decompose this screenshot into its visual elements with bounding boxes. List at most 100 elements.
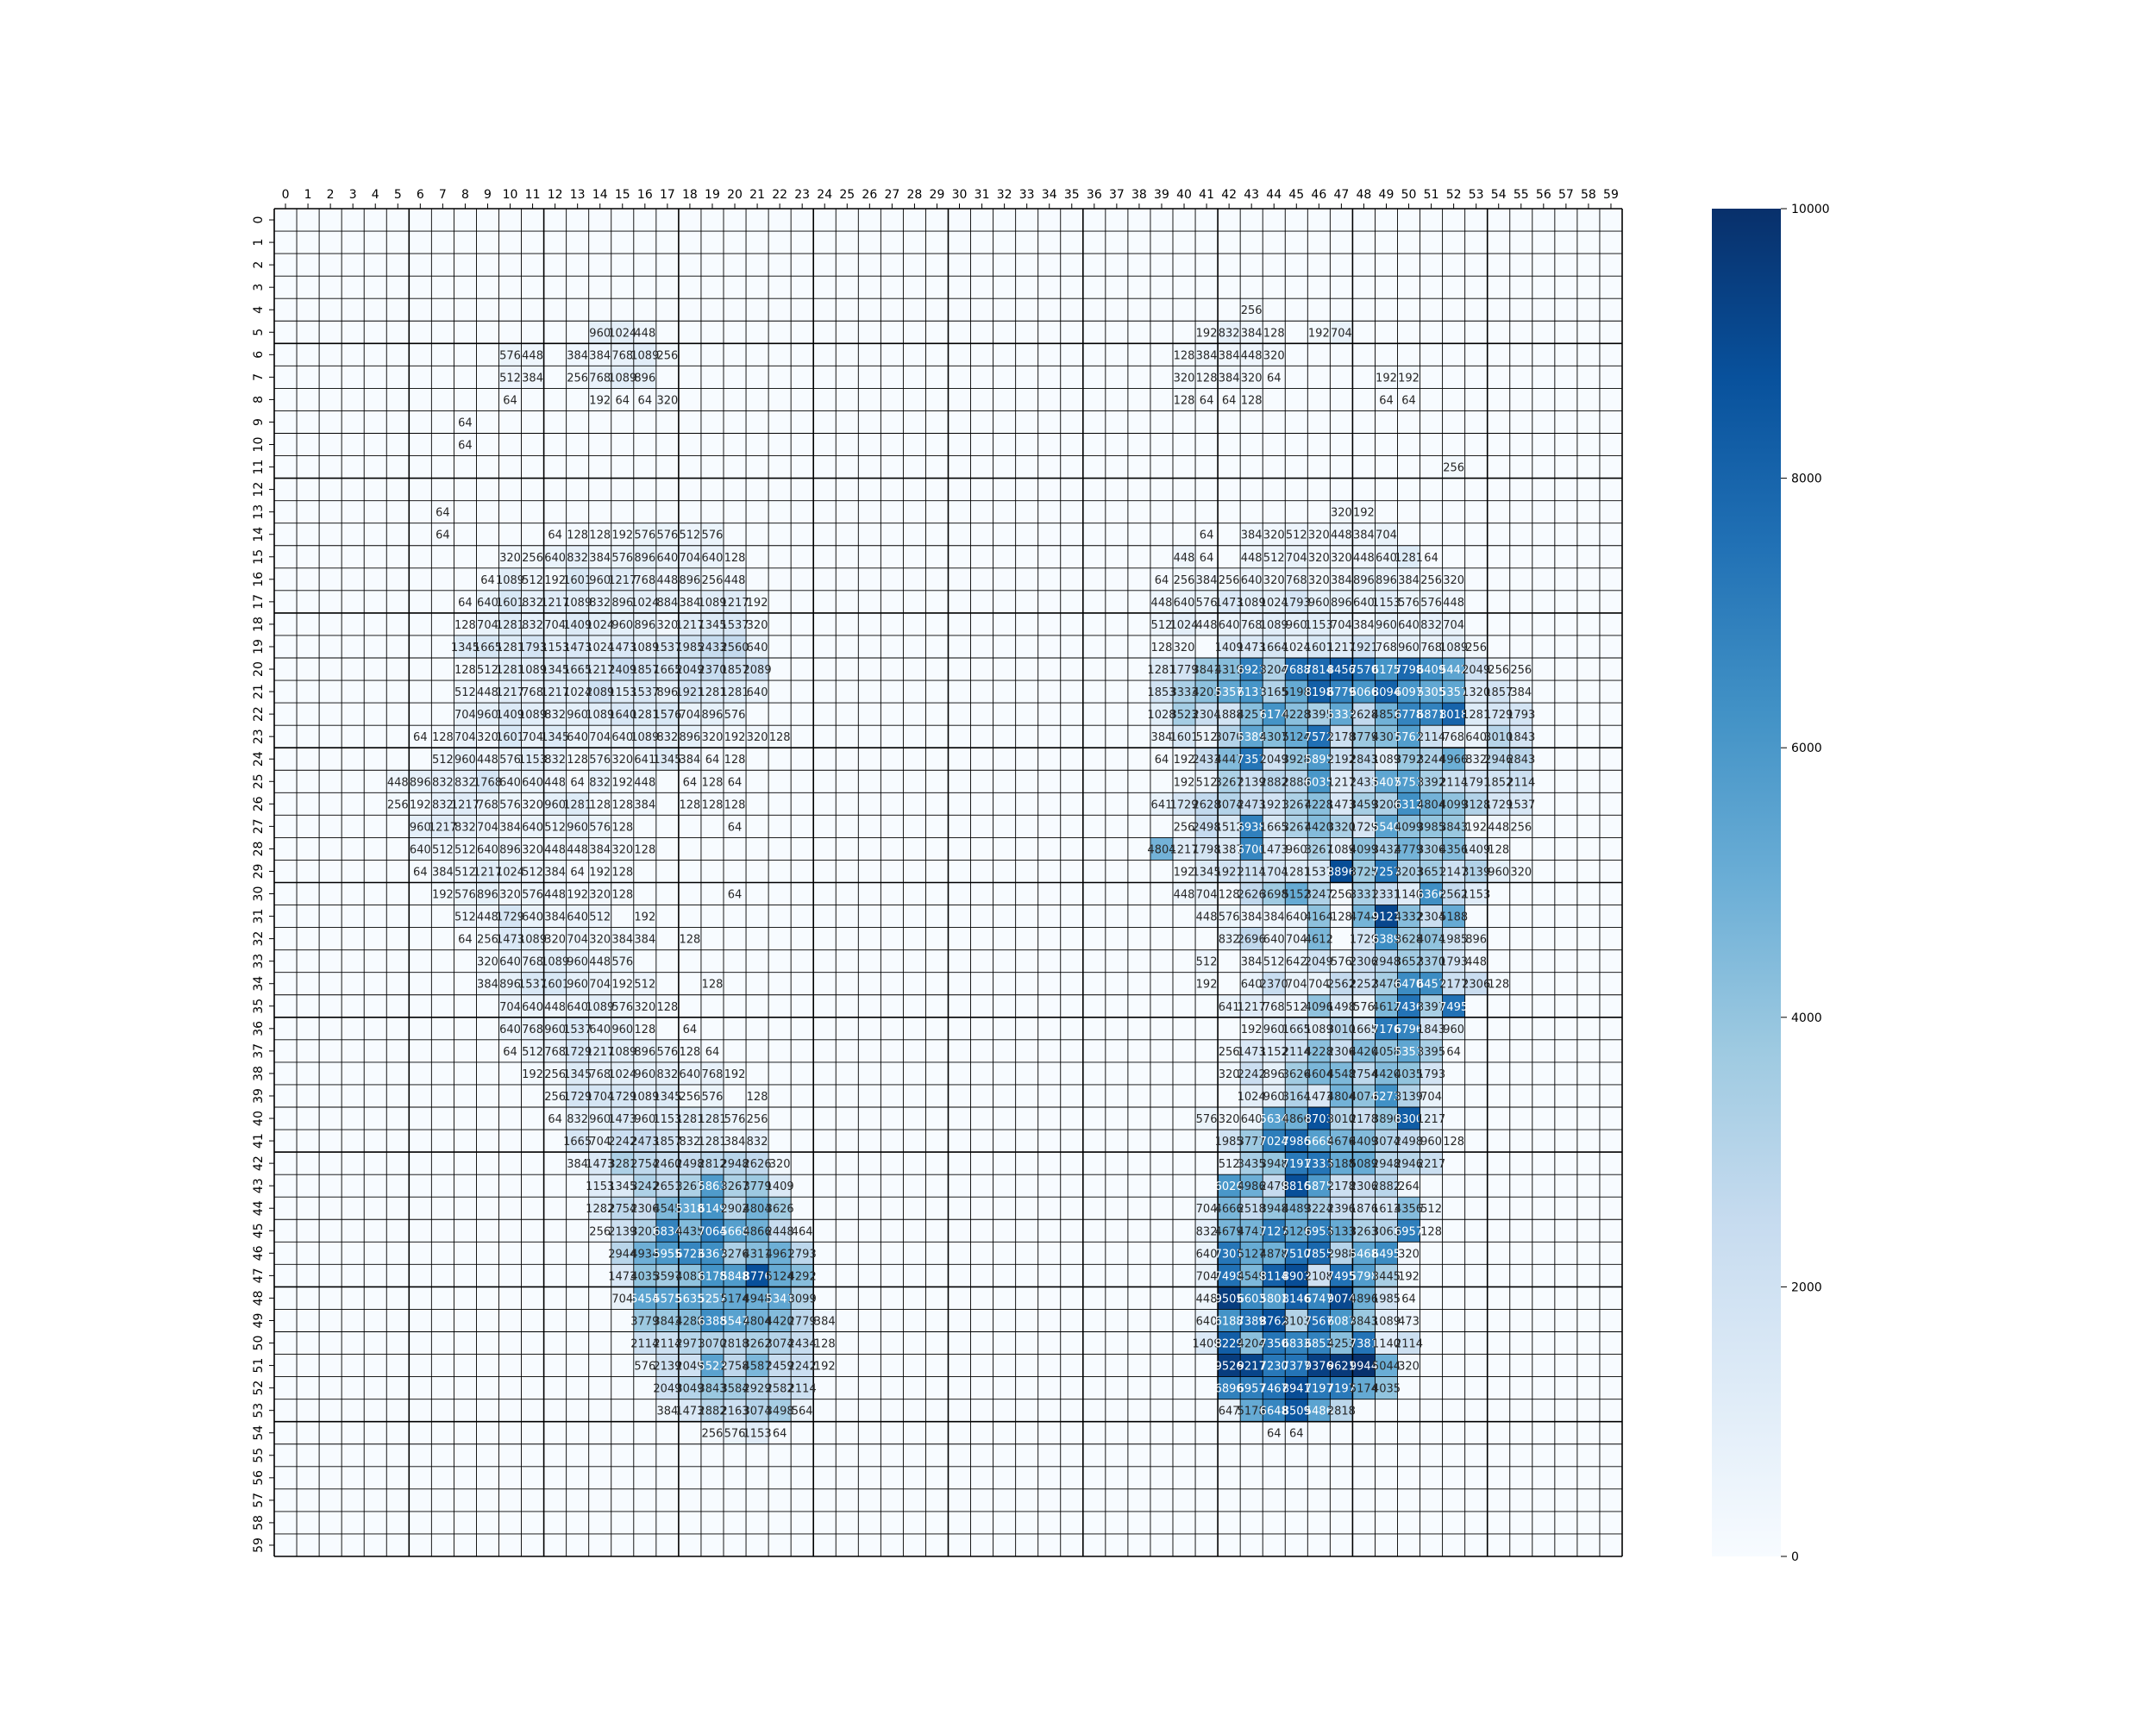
heatmap-cell (611, 321, 634, 344)
cell-value-label: 64 (503, 394, 517, 407)
cell-value-label: 256 (387, 798, 409, 811)
x-tick-label: 15 (615, 188, 630, 202)
cell-value-label: 832 (1420, 619, 1442, 632)
heatmap-cell (655, 567, 679, 591)
cell-value-label: 768 (477, 798, 498, 811)
heatmap-cell (588, 567, 611, 591)
x-tick-label: 23 (794, 188, 810, 202)
x-tick-label: 25 (839, 188, 855, 202)
cell-value-label: 512 (589, 911, 611, 924)
heatmap-cell (431, 770, 454, 793)
heatmap-cell (1218, 567, 1241, 591)
heatmap-cell (678, 748, 701, 771)
heatmap-cell (588, 703, 611, 726)
heatmap-cell (454, 433, 477, 456)
cell-value-label: 2049 (1462, 664, 1490, 677)
heatmap-cell (1307, 590, 1331, 613)
cell-value-label: 64 (1200, 529, 1214, 542)
heatmap-cell (1150, 567, 1173, 591)
cell-value-label: 128 (724, 754, 746, 767)
heatmap-cell (678, 523, 701, 546)
x-tick-label: 41 (1199, 188, 1214, 202)
cell-value-label: 564 (792, 1406, 813, 1418)
heatmap-cell (1218, 725, 1241, 748)
heatmap-cell (1375, 635, 1398, 658)
cell-value-label: 1089 (1372, 1315, 1401, 1328)
cell-value-label: 448 (724, 574, 746, 587)
cell-value-label: 704 (1196, 889, 1218, 902)
heatmap-cell (1218, 612, 1241, 635)
cell-value-label: 64 (458, 416, 473, 429)
cell-value-label: 1498 (1327, 1001, 1356, 1014)
heatmap-cell (1195, 590, 1219, 613)
heatmap-cell (1150, 725, 1173, 748)
cell-value-label: 896 (634, 552, 655, 565)
cell-value-label: 384 (1353, 529, 1375, 542)
cell-value-label: 64 (1267, 1428, 1282, 1441)
cell-value-label: 896 (1331, 597, 1352, 610)
cell-value-label: 320 (1331, 507, 1352, 520)
y-tick-label: 6 (252, 351, 266, 359)
cell-value-label: 704 (567, 934, 588, 947)
cell-value-label: 448 (1174, 889, 1195, 902)
cell-value-label: 128 (567, 754, 588, 767)
heatmap-cell (1397, 612, 1420, 635)
cell-value-label: 384 (814, 1315, 836, 1328)
heatmap-cell (1420, 567, 1443, 591)
heatmap-cell (611, 770, 634, 793)
cell-value-label: 640 (656, 552, 678, 565)
y-tick-label: 16 (252, 572, 266, 587)
cell-value-label: 768 (1286, 574, 1307, 587)
heatmap-cell (700, 635, 724, 658)
heatmap-cell (611, 748, 634, 771)
cell-value-label: 832 (589, 597, 611, 610)
heatmap-cell (1195, 725, 1219, 748)
heatmap-cell (724, 590, 747, 613)
heatmap-cell (498, 567, 522, 591)
cell-value-label: 1843 (1417, 1024, 1445, 1036)
cell-value-label: 3139 (1462, 866, 1490, 879)
heatmap-cell (700, 680, 724, 704)
heatmap-cell (611, 388, 634, 411)
cell-value-label: 192 (1174, 776, 1195, 789)
cell-value-label: 192 (1398, 1270, 1420, 1283)
cell-value-label: 192 (611, 776, 633, 789)
heatmap-cell (1352, 545, 1376, 568)
cell-value-label: 2434 (788, 1338, 817, 1351)
heatmap-cell (1150, 658, 1173, 681)
x-tick-label: 17 (660, 188, 675, 202)
cell-value-label: 1537 (563, 1024, 592, 1036)
cell-value-label: 1768 (473, 776, 502, 789)
x-tick-label: 28 (907, 188, 923, 202)
cell-value-label: 64 (705, 1046, 720, 1059)
cell-value-label: 320 (499, 889, 521, 902)
y-tick-label: 59 (252, 1537, 266, 1553)
heatmap-cell (588, 388, 611, 411)
cell-value-label: 320 (747, 731, 768, 744)
cell-value-label: 832 (522, 619, 543, 632)
cell-value-label: 2049 (1305, 956, 1333, 969)
cell-value-label: 1281 (698, 1136, 726, 1149)
cell-value-label: 3395 (1417, 1046, 1445, 1059)
cell-value-label: 640 (567, 911, 588, 924)
heatmap-cell (1352, 523, 1376, 546)
heatmap-cell (1150, 748, 1173, 771)
x-tick-label: 50 (1401, 188, 1417, 202)
heatmap-cell (1487, 703, 1510, 726)
heatmap-cell (1195, 658, 1219, 681)
cell-value-label: 192 (432, 889, 454, 902)
cell-value-label: 1089 (518, 934, 547, 947)
cell-value-label: 256 (522, 552, 543, 565)
heatmap-cell (1375, 388, 1398, 411)
heatmap-cell (611, 366, 634, 389)
heatmap-cell (1464, 635, 1488, 658)
heatmap-cell (1397, 635, 1420, 658)
y-tick-label: 54 (252, 1425, 266, 1441)
heatmap-gridlines (273, 208, 1623, 1557)
cell-value-label: 64 (728, 821, 743, 834)
cell-value-label: 3099 (788, 1293, 817, 1305)
heatmap-cell (431, 500, 454, 523)
heatmap-cell (655, 545, 679, 568)
cell-value-label: 448 (634, 327, 655, 340)
cell-value-label: 128 (611, 821, 633, 834)
